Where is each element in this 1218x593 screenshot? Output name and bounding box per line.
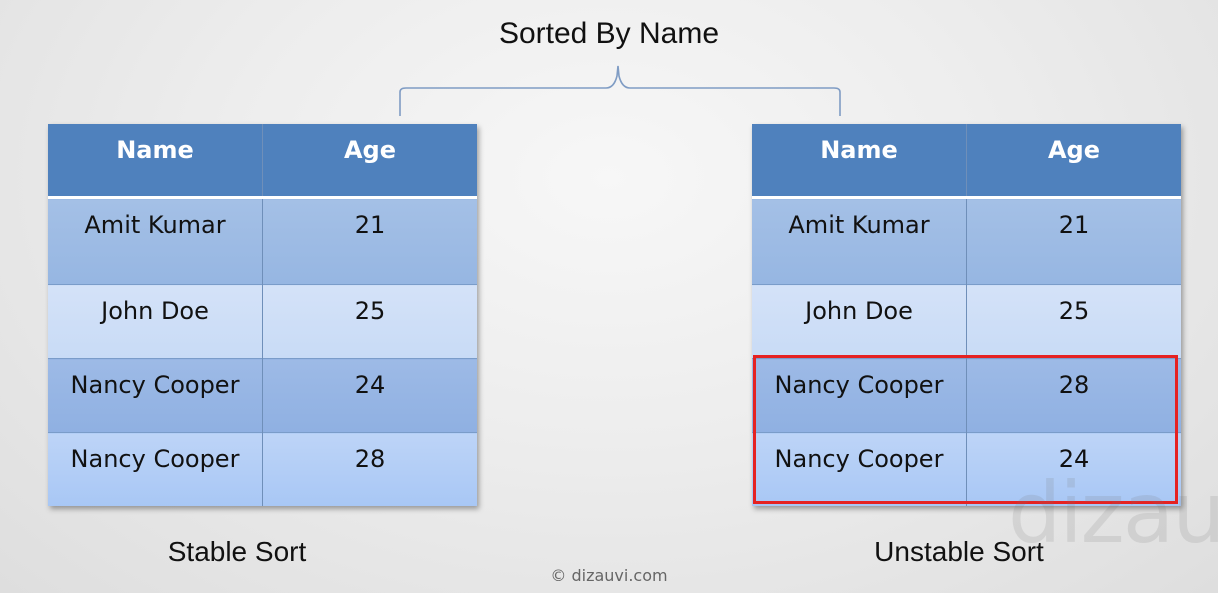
name-column-header: Name — [752, 124, 967, 199]
table-row: Nancy Cooper 24 — [752, 432, 1181, 506]
table-row: Nancy Cooper 28 — [752, 358, 1181, 433]
age-column-header: Age — [262, 124, 477, 199]
unstable-order-highlight-box — [753, 355, 1178, 504]
name-cell: John Doe — [752, 284, 967, 359]
stable-sort-table: Name Age Amit Kumar 21 John Doe 25 Nancy… — [48, 124, 477, 506]
grouping-brace — [399, 65, 841, 116]
table-header-row: Name Age — [752, 124, 1181, 199]
table-row: Nancy Cooper 24 — [48, 358, 477, 433]
age-cell: 25 — [262, 284, 477, 359]
table-row: Amit Kumar 21 — [48, 197, 477, 285]
name-cell: Amit Kumar — [48, 197, 263, 285]
age-cell: 28 — [966, 358, 1181, 433]
age-column-header: Age — [966, 124, 1181, 199]
name-cell: Amit Kumar — [752, 197, 967, 285]
table-row: Amit Kumar 21 — [752, 197, 1181, 285]
diagram-title: Sorted By Name — [498, 17, 720, 50]
unstable-sort-caption: Unstable Sort — [874, 536, 1044, 567]
name-column-header: Name — [48, 124, 263, 199]
name-cell: Nancy Cooper — [752, 358, 967, 433]
copyright-notice: © dizauvi.com — [550, 566, 668, 585]
table-row: Nancy Cooper 28 — [48, 432, 477, 506]
name-cell: Nancy Cooper — [48, 358, 263, 433]
age-cell: 24 — [966, 432, 1181, 506]
age-cell: 24 — [262, 358, 477, 433]
name-cell: Nancy Cooper — [752, 432, 967, 506]
name-cell: Nancy Cooper — [48, 432, 263, 506]
age-cell: 25 — [966, 284, 1181, 359]
table-row: John Doe 25 — [48, 284, 477, 359]
watermark-logo: dizauvi — [1008, 464, 1218, 562]
table-row: John Doe 25 — [752, 284, 1181, 359]
name-cell: John Doe — [48, 284, 263, 359]
age-cell: 21 — [262, 197, 477, 285]
table-header-row: Name Age — [48, 124, 477, 199]
age-cell: 28 — [262, 432, 477, 506]
age-cell: 21 — [966, 197, 1181, 285]
unstable-sort-table: Name Age Amit Kumar 21 John Doe 25 Nancy… — [752, 124, 1181, 506]
stable-sort-caption: Stable Sort — [167, 536, 307, 567]
